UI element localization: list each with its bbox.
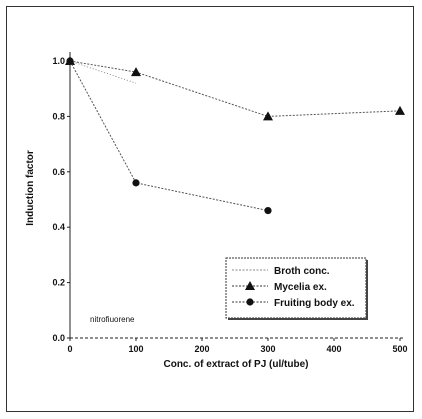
y-tick-label: 1.0 (52, 56, 65, 66)
x-axis-label: Conc. of extract of PJ (ul/tube) (163, 359, 308, 370)
series-layer (65, 56, 405, 215)
y-ticks: 0.0 0.2 0.4 0.6 0.8 1.0 (52, 56, 70, 343)
annotation-nitrofiuorene: nitrofiuorene (90, 315, 135, 324)
legend-box-shadow (366, 260, 368, 320)
x-tick-label: 100 (128, 344, 143, 354)
data-point (132, 179, 140, 187)
x-tick-label: 0 (67, 344, 72, 354)
legend-label: Fruiting body ex. (274, 298, 355, 309)
legend: Broth conc. Mycelia ex. Fruiting body ex. (225, 257, 368, 320)
series-1 (65, 56, 405, 121)
legend-label: Mycelia ex. (274, 282, 327, 293)
legend-marker (246, 298, 254, 306)
series-line (69, 60, 269, 212)
y-tick-label: 0.8 (52, 111, 65, 121)
y-tick-label: 0.0 (52, 333, 65, 343)
legend-box-shadow-bottom (228, 318, 368, 320)
legend-marker (245, 281, 255, 290)
y-tick-label: 0.6 (52, 167, 65, 177)
data-point (131, 67, 141, 77)
data-point (263, 111, 273, 121)
legend-label: Broth conc. (274, 266, 330, 277)
x-tick-label: 300 (260, 344, 275, 354)
x-ticks: 0 100 200 300 400 500 (67, 338, 408, 354)
x-tick-label: 500 (392, 344, 407, 354)
legend-items: Broth conc. Mycelia ex. Fruiting body ex. (232, 266, 355, 309)
data-point (66, 57, 74, 65)
data-point (264, 206, 272, 215)
series-2 (66, 57, 272, 215)
series-line (69, 60, 401, 117)
y-tick-label: 0.4 (52, 222, 65, 232)
x-tick-label: 400 (326, 344, 341, 354)
y-axis-label: Induction factor (25, 150, 36, 226)
axes (69, 52, 404, 339)
data-point (395, 105, 405, 115)
y-tick-label: 0.2 (52, 278, 65, 288)
chart-frame (6, 6, 414, 412)
x-tick-label: 200 (194, 344, 209, 354)
